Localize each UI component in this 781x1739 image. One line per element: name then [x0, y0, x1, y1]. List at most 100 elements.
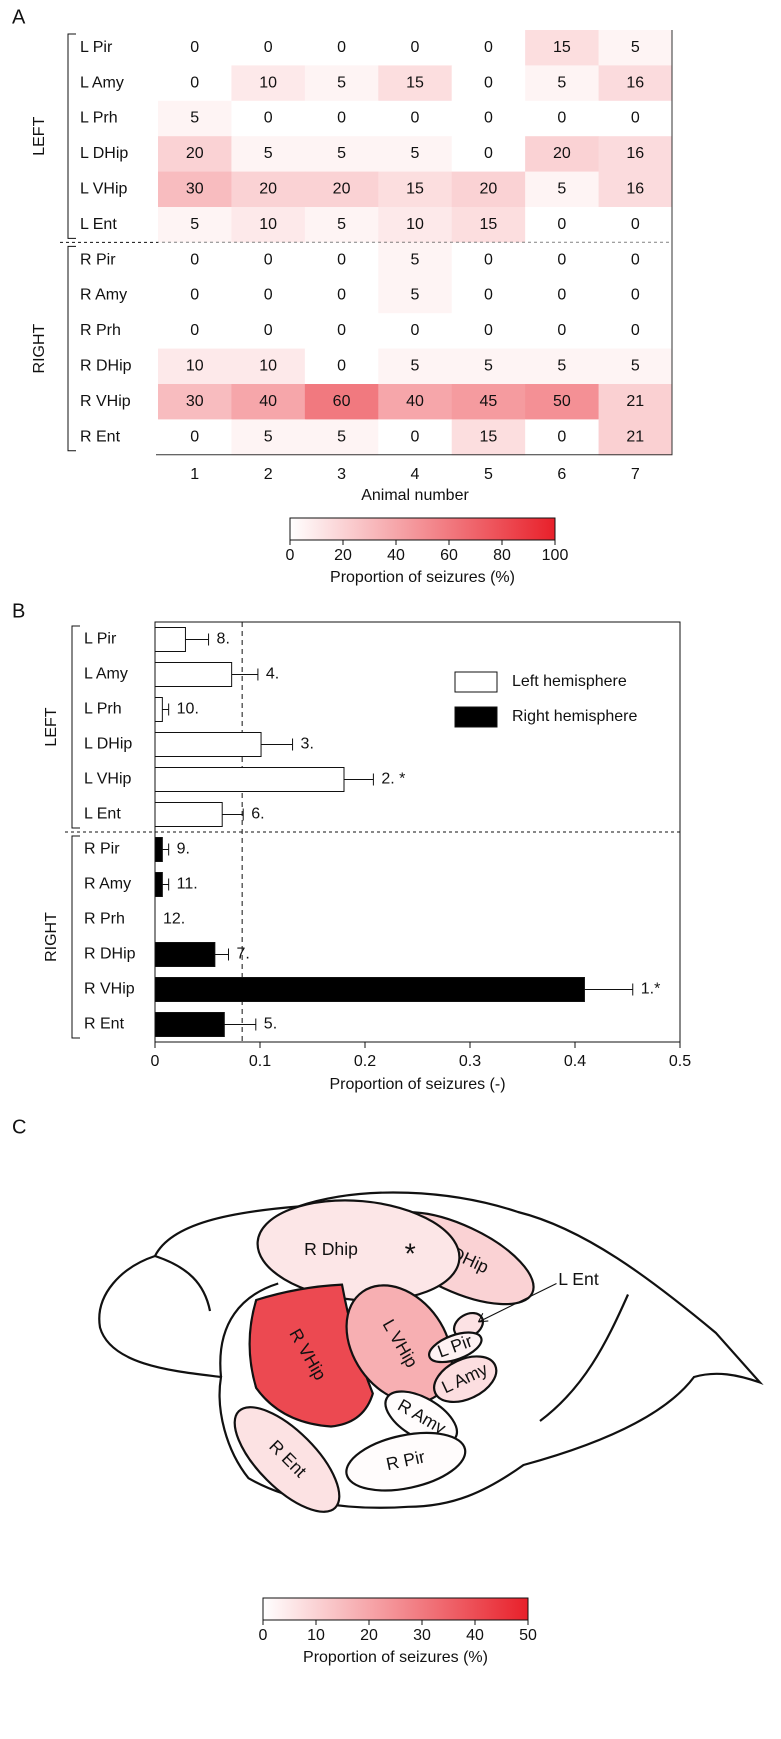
- x-tick-label: 0.1: [249, 1053, 271, 1070]
- heatmap-cell: [378, 207, 453, 243]
- row-label: L Pir: [80, 39, 113, 56]
- error-bar: [344, 773, 374, 786]
- cell-value: 30: [186, 181, 204, 198]
- cell-value: 5: [557, 181, 566, 198]
- y-tick-label: L Amy: [84, 666, 128, 683]
- x-tick-label: 0.3: [459, 1053, 481, 1070]
- cell-value: 20: [480, 181, 498, 198]
- heatmap-cell: [598, 313, 673, 350]
- heatmap-cell: [598, 348, 673, 385]
- cell-value: 0: [411, 39, 420, 56]
- heatmap-cell: [598, 207, 673, 243]
- cell-value: 0: [557, 322, 566, 339]
- cell-value: 0: [337, 322, 346, 339]
- x-axis-label: Proportion of seizures (-): [329, 1076, 505, 1093]
- y-tick-label: R Pir: [84, 841, 120, 858]
- heatmap-cell: [158, 384, 232, 420]
- heatmap-cell: [231, 171, 306, 208]
- error-bar: [162, 843, 170, 856]
- cell-value: 0: [190, 251, 199, 268]
- rank-annotation: 4.: [266, 666, 279, 683]
- bar: [154, 837, 163, 862]
- heatmap-cell: [158, 207, 232, 243]
- cell-value: 5: [337, 428, 346, 445]
- y-tick-label: R Ent: [84, 1016, 125, 1033]
- heatmap-cell: [451, 30, 526, 66]
- heatmap-cell: [158, 136, 232, 173]
- x-axis-label: Animal number: [361, 487, 469, 504]
- heatmap-cell: [304, 65, 379, 102]
- heatmap-cell: [525, 136, 600, 173]
- heatmap-cell: [304, 419, 379, 456]
- y-tick-label: R VHip: [84, 981, 135, 998]
- heatmap-cell: [158, 313, 232, 350]
- group-bracket: [71, 625, 80, 829]
- row-label: R Prh: [80, 322, 121, 339]
- cell-value: 0: [190, 428, 199, 445]
- legend-swatch: [454, 671, 498, 693]
- heatmap-cell: [304, 30, 379, 66]
- group-bracket: [67, 33, 76, 239]
- cell-value: 45: [480, 393, 498, 410]
- cell-value: 0: [411, 322, 420, 339]
- heatmap-cell: [158, 30, 232, 66]
- heatmap-cell: [525, 65, 600, 102]
- y-tick-label: L Ent: [84, 806, 121, 823]
- row-label: R VHip: [80, 393, 131, 410]
- heatmap-cell: [525, 384, 600, 420]
- pointer-arrow: [477, 1283, 557, 1323]
- group-bracket: [67, 245, 76, 452]
- cell-value: 5: [411, 287, 420, 304]
- heatmap-cell: [598, 384, 673, 420]
- cell-value: 0: [484, 39, 493, 56]
- cell-value: 0: [557, 287, 566, 304]
- heatmap-cell: [231, 136, 306, 173]
- colorbar-label: Proportion of seizures (%): [303, 1649, 488, 1666]
- rank-annotation: 11.: [177, 876, 198, 893]
- cell-value: 0: [337, 287, 346, 304]
- cell-value: 16: [626, 145, 644, 162]
- cell-value: 0: [484, 322, 493, 339]
- rank-annotation: 1.*: [641, 981, 661, 998]
- cell-value: 40: [406, 393, 424, 410]
- heatmap-cell: [378, 348, 453, 385]
- row-label: L Amy: [80, 74, 124, 91]
- group-label: LEFT: [43, 707, 60, 746]
- error-bar: [185, 633, 210, 646]
- legend-label: Right hemisphere: [512, 708, 638, 725]
- heatmap-cell: [598, 171, 673, 208]
- colorbar-tick-label: 20: [334, 547, 352, 564]
- cell-value: 5: [631, 358, 640, 375]
- cell-value: 0: [557, 428, 566, 445]
- cell-value: 21: [626, 428, 644, 445]
- cell-value: 5: [411, 358, 420, 375]
- cell-value: 20: [259, 181, 277, 198]
- x-tick-label: 0.4: [564, 1053, 586, 1070]
- cell-value: 15: [553, 39, 571, 56]
- cell-value: 0: [190, 322, 199, 339]
- x-tick-label: 0.2: [354, 1053, 376, 1070]
- legend-swatch: [454, 706, 498, 728]
- error-bar: [214, 948, 229, 961]
- heatmap-cell: [598, 136, 673, 173]
- colorbar-tick-label: 60: [440, 547, 458, 564]
- cell-value: 0: [484, 110, 493, 127]
- cell-value: 0: [190, 287, 199, 304]
- cell-value: 0: [631, 216, 640, 233]
- cell-value: 0: [484, 74, 493, 91]
- x-tick-label: 1: [190, 466, 199, 483]
- heatmap-cell: [598, 30, 673, 66]
- heatmap-cell: [231, 100, 306, 137]
- y-tick-label: L Pir: [84, 631, 117, 648]
- error-bar: [222, 808, 244, 821]
- heatmap-cell: [451, 100, 526, 137]
- brain-region: [433, 1355, 498, 1404]
- heatmap-cell: [451, 313, 526, 350]
- x-tick-label: 5: [484, 466, 493, 483]
- colorbar-tick-label: 80: [493, 547, 511, 564]
- heatmap-cell: [598, 277, 673, 314]
- row-label: R Ent: [80, 428, 121, 445]
- bar: [154, 802, 223, 827]
- cell-value: 60: [333, 393, 351, 410]
- region-label: R Dhip: [304, 1239, 358, 1259]
